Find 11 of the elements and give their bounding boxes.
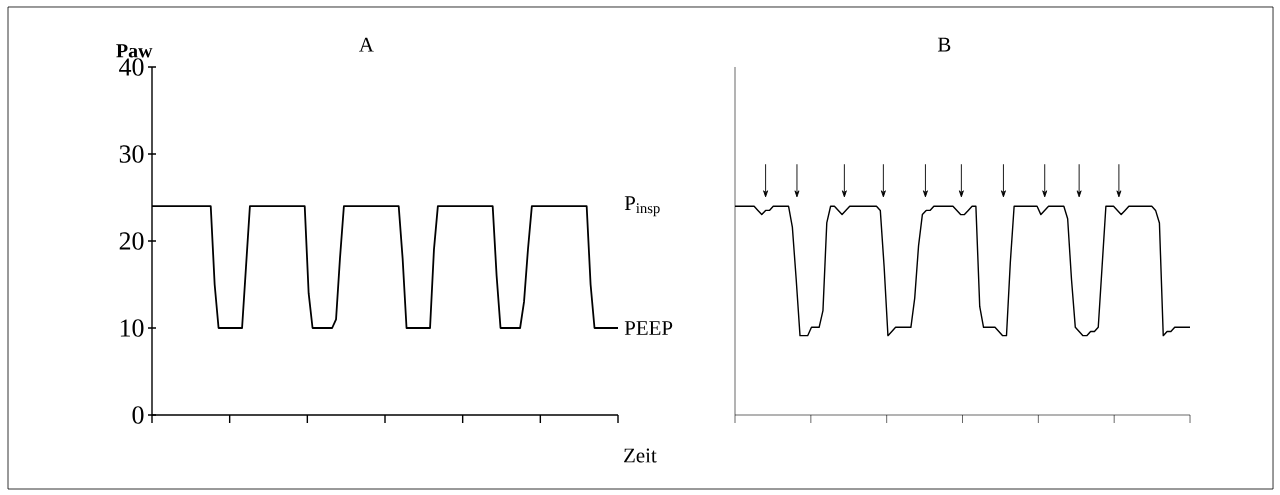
chart-title: B <box>937 37 951 52</box>
x-axis-title: Zeit <box>624 448 657 463</box>
chart-title: A <box>359 37 374 52</box>
y-tick-label: 30 <box>119 145 144 163</box>
text: P$_{insp}$ <box>624 196 660 217</box>
y-tick-label: 10 <box>120 319 144 337</box>
y-axis-title: Paw <box>116 44 153 58</box>
y-tick-label: 20 <box>119 232 144 250</box>
text: PEEP <box>624 321 673 335</box>
y-tick-label: 40 <box>119 58 144 76</box>
y-tick-label: 0 <box>132 406 144 424</box>
